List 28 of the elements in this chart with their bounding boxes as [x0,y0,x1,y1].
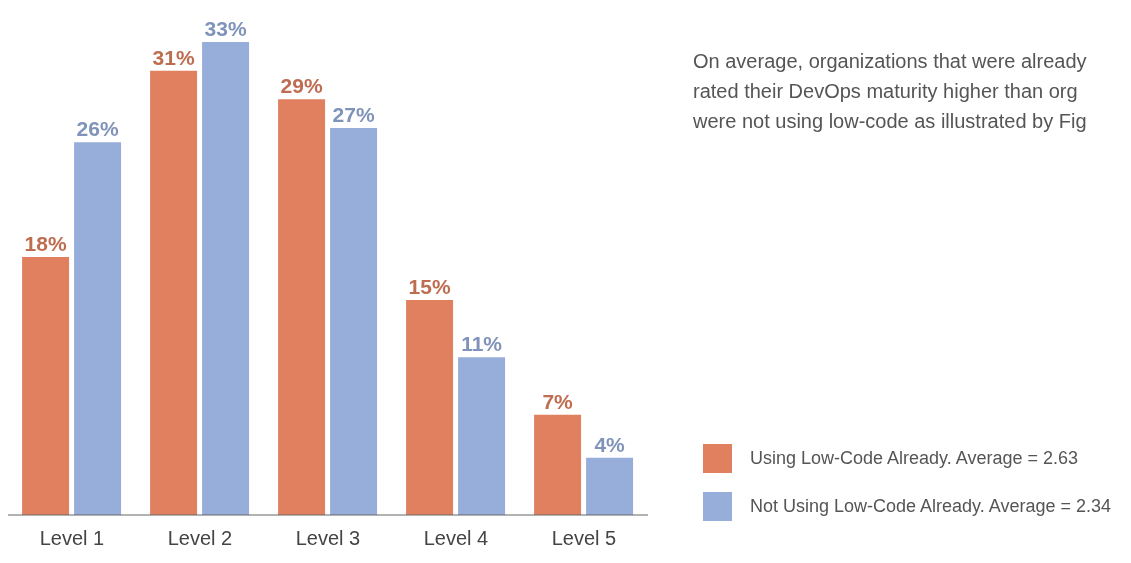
data-label: 26% [76,117,119,141]
x-tick-label: Level 2 [167,527,233,550]
bar [458,357,506,515]
data-label: 33% [204,17,247,40]
data-label: 7% [542,389,574,413]
x-tick-label: Level 4 [423,527,489,550]
data-label: 11% [461,332,503,356]
data-label: 18% [24,232,67,255]
bar [278,99,326,515]
data-label: 29% [280,74,323,98]
bar [74,142,122,515]
bar [586,457,634,515]
bar [534,414,582,515]
data-label: 31% [152,45,195,69]
bar [202,42,250,515]
legend-label: Using Low-Code Already. Average = 2.63 [750,447,1079,469]
x-tick-label: Level 5 [551,527,617,550]
data-label: 27% [332,103,375,126]
bar [406,300,454,515]
x-tick-label: Level 1 [39,527,105,550]
bar [22,257,70,515]
text: On average, organizations that were already rated their DevOps maturity higher than org were not using low-code as illustrated by Fig [693,49,1088,134]
data-label: 4% [594,432,626,456]
data-label: 15% [408,275,451,298]
bar [150,70,198,515]
x-tick-label: Level 3 [295,527,361,550]
legend-label: Not Using Low-Code Already. Average = 2.34 [750,495,1112,517]
bar [330,128,378,515]
